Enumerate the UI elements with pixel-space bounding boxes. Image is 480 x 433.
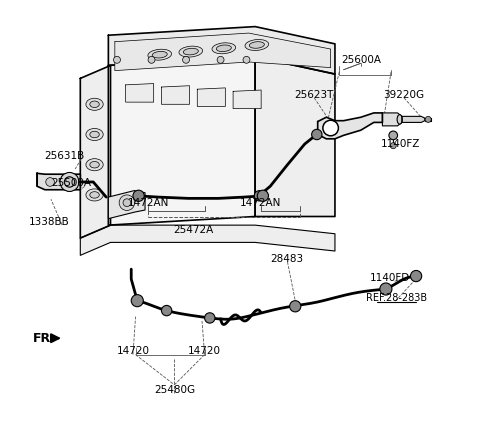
Circle shape (131, 294, 144, 307)
Polygon shape (108, 57, 255, 225)
Ellipse shape (397, 115, 402, 124)
Circle shape (410, 271, 422, 282)
Ellipse shape (86, 129, 103, 141)
Text: 25500A: 25500A (51, 178, 91, 188)
Text: 25472A: 25472A (173, 225, 214, 235)
Text: 14720: 14720 (117, 346, 149, 356)
Ellipse shape (86, 158, 103, 171)
Text: 1472AN: 1472AN (240, 198, 281, 208)
Polygon shape (37, 173, 80, 190)
Text: 25600A: 25600A (341, 55, 381, 65)
Circle shape (217, 56, 224, 63)
Polygon shape (318, 113, 383, 139)
Circle shape (289, 301, 301, 312)
Text: 1140FD: 1140FD (370, 273, 410, 283)
Text: 1472AN: 1472AN (128, 198, 169, 208)
Polygon shape (383, 113, 402, 126)
Ellipse shape (90, 162, 99, 168)
Text: 1338BB: 1338BB (29, 216, 70, 227)
Ellipse shape (216, 45, 231, 52)
Ellipse shape (245, 39, 269, 51)
Ellipse shape (179, 46, 203, 57)
Polygon shape (80, 225, 335, 255)
Polygon shape (233, 90, 261, 109)
Polygon shape (80, 65, 110, 238)
Ellipse shape (90, 101, 99, 107)
Text: 14720: 14720 (188, 346, 221, 356)
Circle shape (254, 191, 264, 201)
Circle shape (243, 56, 250, 63)
Circle shape (323, 120, 338, 136)
Circle shape (114, 56, 120, 63)
Text: 25631B: 25631B (44, 151, 84, 161)
Circle shape (204, 313, 215, 323)
Circle shape (60, 172, 79, 191)
Polygon shape (197, 88, 225, 107)
Circle shape (46, 178, 54, 186)
Ellipse shape (90, 131, 99, 138)
Circle shape (380, 283, 392, 295)
Text: 39220G: 39220G (384, 90, 425, 100)
Ellipse shape (148, 49, 171, 60)
Circle shape (312, 129, 322, 140)
Text: REF.28-283B: REF.28-283B (366, 293, 427, 303)
Circle shape (161, 305, 172, 316)
Ellipse shape (90, 192, 99, 198)
Ellipse shape (86, 98, 103, 110)
Circle shape (123, 199, 131, 207)
Text: 25623T: 25623T (295, 90, 334, 100)
Circle shape (64, 177, 75, 187)
Circle shape (133, 190, 144, 201)
Circle shape (390, 143, 396, 149)
Polygon shape (402, 116, 425, 123)
Ellipse shape (152, 52, 167, 58)
Polygon shape (161, 86, 190, 104)
Polygon shape (115, 33, 331, 71)
Polygon shape (108, 26, 335, 74)
Polygon shape (255, 57, 335, 216)
Polygon shape (126, 84, 154, 102)
Circle shape (389, 131, 397, 140)
Ellipse shape (86, 189, 103, 201)
Circle shape (425, 116, 431, 123)
Text: 28483: 28483 (270, 254, 303, 264)
Ellipse shape (249, 42, 264, 48)
Ellipse shape (183, 48, 198, 55)
Circle shape (119, 195, 135, 210)
Circle shape (182, 56, 190, 63)
Polygon shape (108, 191, 145, 219)
Circle shape (148, 56, 155, 63)
Circle shape (257, 190, 268, 201)
Ellipse shape (212, 43, 236, 54)
Text: 1140FZ: 1140FZ (381, 139, 420, 149)
Text: FR.: FR. (33, 332, 57, 345)
Text: 25480G: 25480G (154, 385, 195, 395)
